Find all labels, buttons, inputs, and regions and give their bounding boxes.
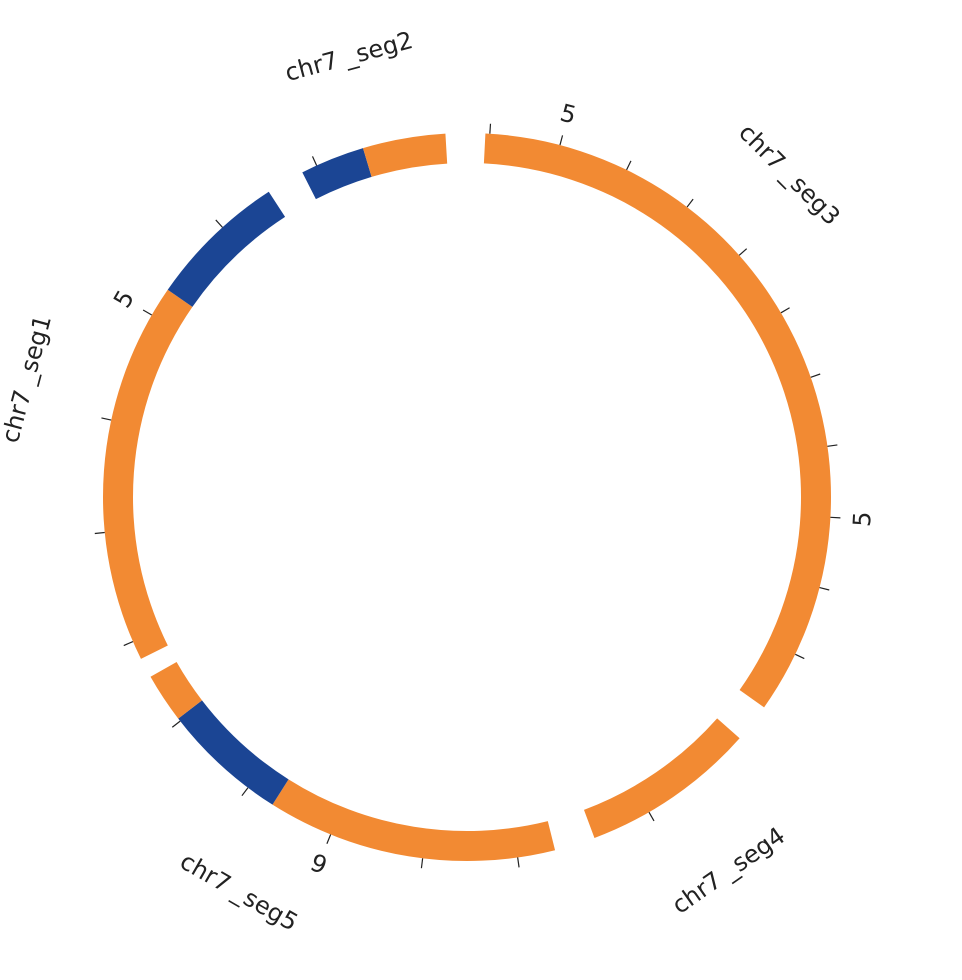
seg5-band-blue (178, 700, 289, 805)
seg3-tick (489, 123, 492, 134)
seg5-band-orange (150, 661, 203, 719)
seg3-label: chr7 _seg3 (733, 118, 845, 230)
seg1-label: chr7 _seg1 (0, 312, 57, 446)
seg2-tick (311, 156, 318, 166)
segment-seg2: chr7 _seg2 (282, 26, 448, 200)
seg5-tick (326, 834, 332, 844)
seg2-label: chr7 _seg2 (282, 26, 416, 87)
seg5-tick (517, 857, 520, 868)
seg1-tick (142, 309, 153, 316)
seg5-band-orange (272, 779, 556, 861)
segment-seg4: chr7 _seg4 (583, 718, 790, 920)
seg2-band-orange (363, 133, 448, 177)
seg3-band-orange (483, 133, 831, 708)
seg5-tick (171, 720, 181, 728)
seg5-tick (420, 858, 424, 869)
segment-seg1: 5 chr7 _seg1 (0, 191, 286, 659)
seg3-tick (795, 653, 805, 660)
seg3-tick (830, 516, 841, 519)
seg1-tick (123, 641, 134, 647)
seg4-label: chr7 _seg4 (667, 822, 790, 920)
segment-seg3: 5 5 chr7 _seg3 (483, 99, 877, 708)
seg5-tick-label: 9 (306, 848, 331, 880)
seg1-band-blue (167, 191, 286, 307)
seg3-tick-label: 5 (848, 511, 877, 528)
seg1-tick (94, 531, 105, 535)
seg3-tick (827, 444, 838, 447)
seg1-tick (215, 219, 223, 228)
seg3-tick (810, 373, 821, 378)
seg2-band-blue (302, 148, 372, 200)
seg3-tick (780, 307, 790, 314)
seg1-band-orange (103, 289, 193, 659)
seg3-tick (738, 248, 748, 256)
seg5-label: chr7 _seg5 (175, 847, 302, 937)
seg3-tick (819, 586, 830, 591)
seg1-tick-label: 5 (108, 285, 140, 312)
seg3-tick (626, 160, 632, 171)
seg4-tick (648, 811, 655, 822)
seg3-tick-label: 5 (557, 99, 579, 130)
seg3-tick (686, 198, 694, 208)
seg4-band-orange (583, 718, 740, 838)
seg3-tick (559, 135, 564, 146)
seg5-tick (241, 787, 249, 797)
seg1-tick (101, 417, 112, 421)
